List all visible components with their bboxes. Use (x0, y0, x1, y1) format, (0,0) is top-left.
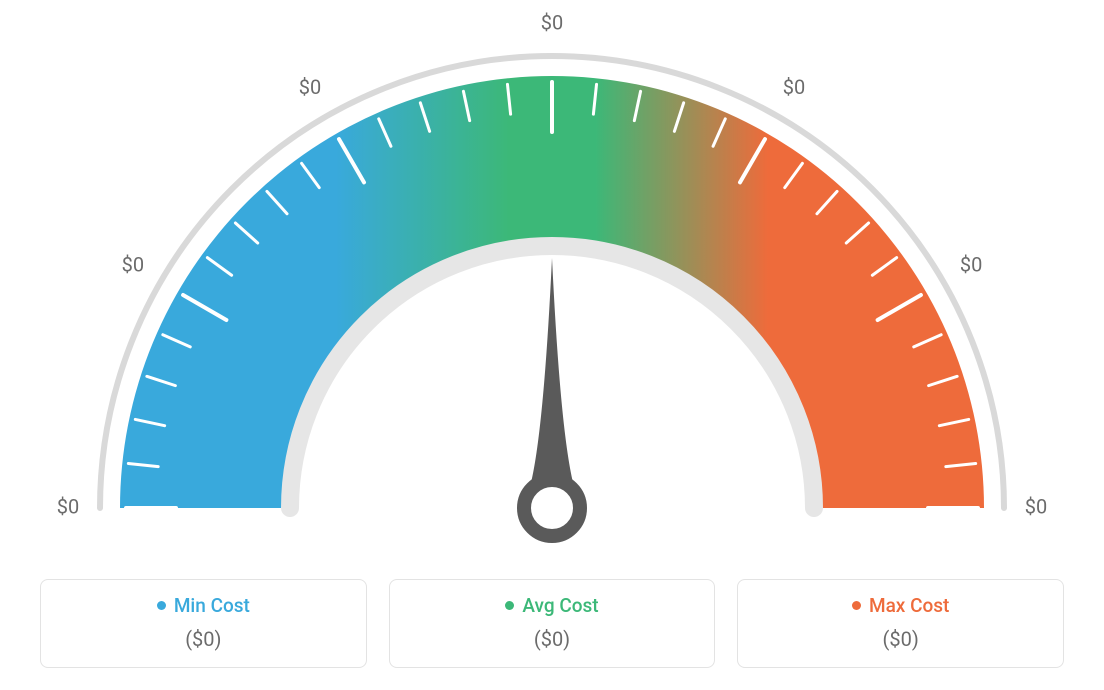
legend-label: Max Cost (869, 594, 949, 617)
gauge-svg: $0 $0 $0 $0 $0 $0 $0 (42, 8, 1062, 548)
dot-icon (157, 601, 166, 610)
legend-value: ($0) (400, 627, 705, 651)
cost-gauge: $0 $0 $0 $0 $0 $0 $0 (42, 8, 1062, 548)
svg-text:$0: $0 (783, 75, 805, 99)
dot-icon (852, 601, 861, 610)
svg-text:$0: $0 (299, 75, 321, 99)
svg-text:$0: $0 (122, 252, 144, 276)
svg-text:$0: $0 (1025, 494, 1047, 518)
dot-icon (505, 601, 514, 610)
legend-label: Min Cost (174, 594, 250, 617)
legend-card-avg: Avg Cost ($0) (389, 579, 716, 668)
legend-value: ($0) (51, 627, 356, 651)
legend-title-avg: Avg Cost (505, 594, 598, 617)
legend-value: ($0) (748, 627, 1053, 651)
svg-text:$0: $0 (57, 494, 79, 518)
svg-text:$0: $0 (960, 252, 982, 276)
legend-label: Avg Cost (522, 594, 598, 617)
legend-title-max: Max Cost (852, 594, 949, 617)
svg-text:$0: $0 (541, 10, 563, 34)
legend-row: Min Cost ($0) Avg Cost ($0) Max Cost ($0… (40, 579, 1064, 668)
legend-title-min: Min Cost (157, 594, 250, 617)
legend-card-min: Min Cost ($0) (40, 579, 367, 668)
legend-card-max: Max Cost ($0) (737, 579, 1064, 668)
